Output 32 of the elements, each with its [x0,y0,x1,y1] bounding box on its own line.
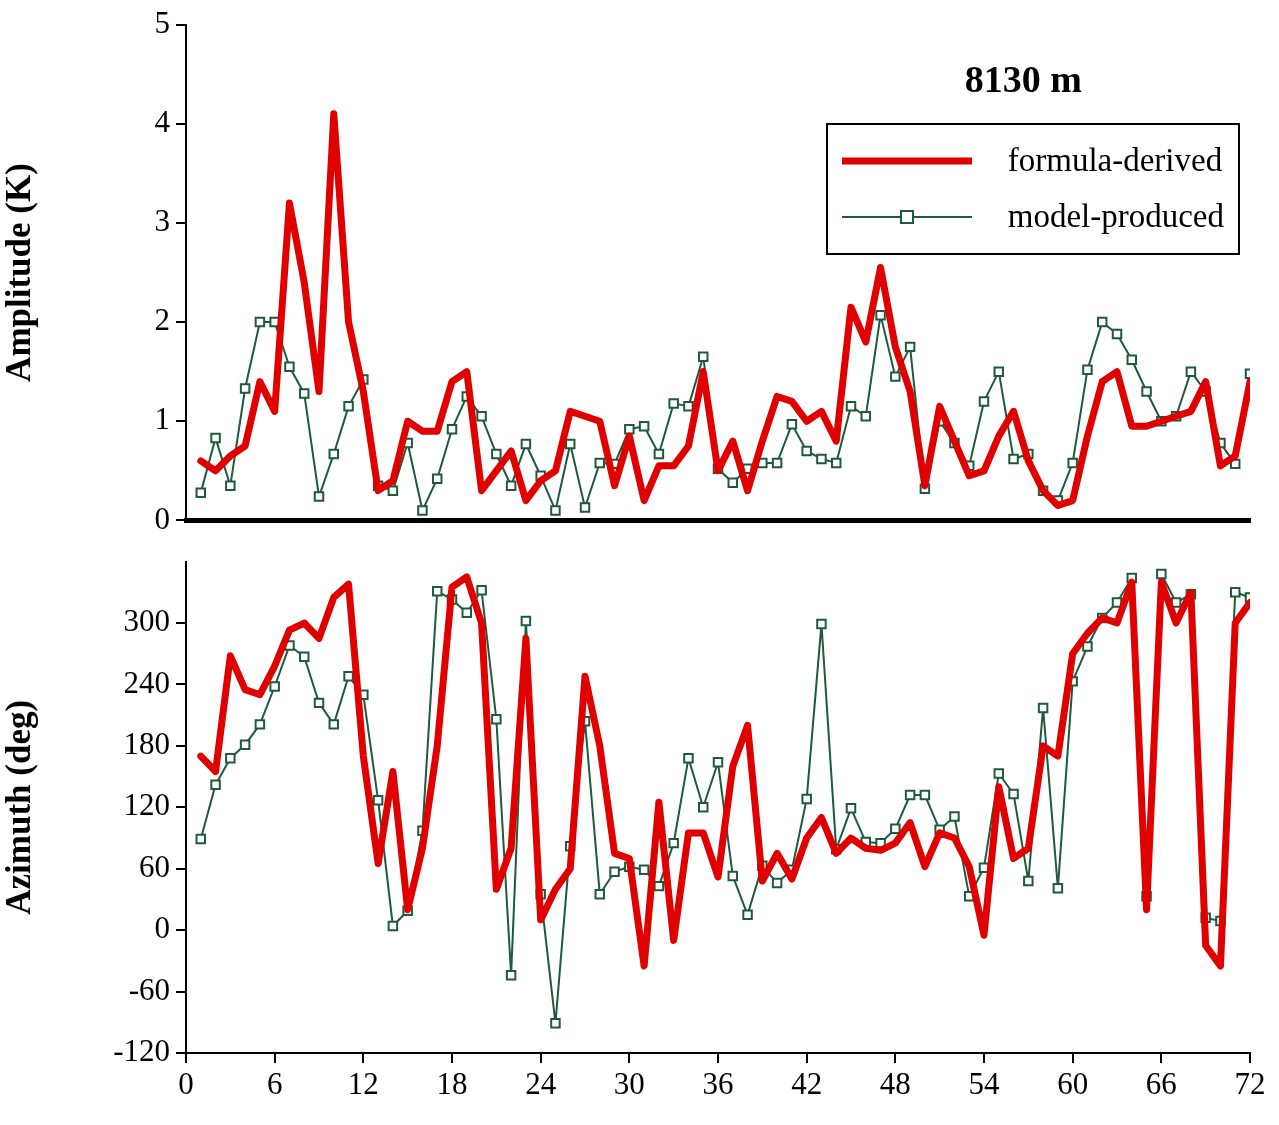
x-tick-label: 6 [266,1065,283,1101]
y-tick-label: 180 [123,726,170,762]
text: 8130 m [964,58,1082,101]
y-tick-label: -120 [113,1033,170,1069]
x-tick-label: 30 [613,1065,645,1101]
y-tick-label: 120 [123,787,170,823]
y-tick-label: 4 [154,103,171,139]
x-tick-label: 54 [968,1065,1000,1101]
x-tick-label: 0 [178,1065,194,1101]
legend-label: model-produced [1007,198,1224,236]
y-tick-label: 300 [123,603,170,639]
y-tick-label: 240 [123,664,170,700]
y-tick-label: 60 [139,848,170,884]
y-tick-label: 5 [154,4,170,40]
y-tick-label: 3 [154,203,170,239]
x-tick-label: 48 [879,1065,911,1101]
x-tick-label: 60 [1057,1065,1089,1101]
legend-label: formula-derived [1007,142,1223,180]
y-axis-title: Azimuth (deg) [0,699,39,915]
y-tick-label: 1 [154,401,170,437]
x-tick-label: 12 [347,1065,379,1101]
y-tick-label: 0 [154,910,170,946]
y-tick-label: -60 [128,971,170,1007]
x-tick-label: 18 [436,1065,468,1101]
x-tick-label: 72 [1234,1065,1266,1101]
x-tick-label: 42 [791,1065,823,1101]
x-tick-label: 24 [525,1065,557,1101]
x-tick-label: 66 [1145,1065,1177,1101]
x-tick-label: 36 [702,1065,734,1101]
y-axis-title: Amplitude (K) [0,163,39,382]
y-tick-label: 0 [154,500,170,536]
y-tick-label: 2 [154,302,170,338]
